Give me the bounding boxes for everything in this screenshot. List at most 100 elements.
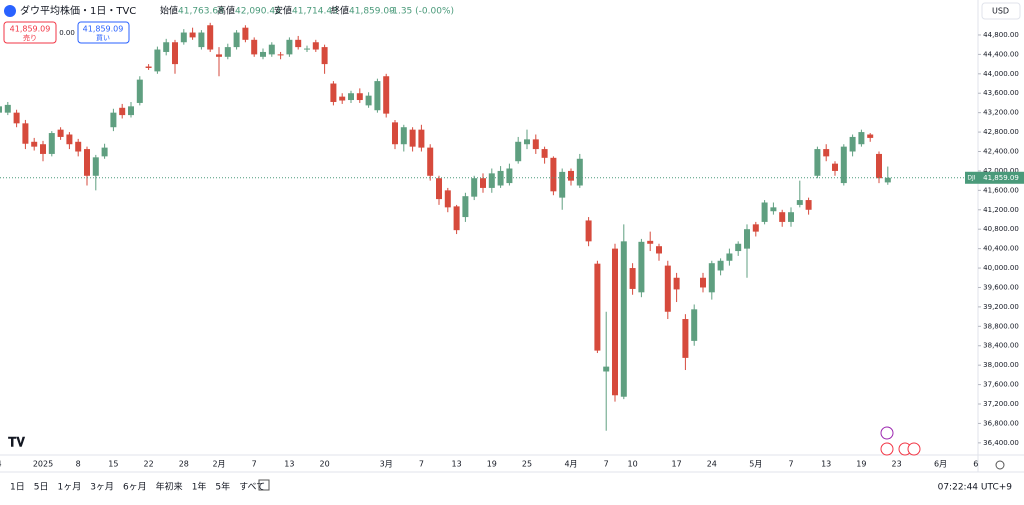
spread: 0.00: [59, 29, 75, 37]
x-tick-label: 7: [788, 460, 793, 469]
candle-body: [620, 241, 627, 397]
candle-body: [867, 134, 874, 138]
settings-icon[interactable]: [995, 460, 1005, 470]
event-icon[interactable]: [880, 442, 894, 456]
x-tick-label: 4月: [564, 460, 577, 469]
candle-body: [647, 240, 654, 244]
candle-body: [779, 212, 786, 222]
buy-label: 買い: [96, 34, 110, 42]
candle-body: [541, 149, 548, 158]
candle-body: [304, 48, 310, 50]
candle-body: [708, 263, 715, 293]
candle-body: [400, 127, 407, 145]
candle-body: [295, 39, 302, 48]
candle-body: [198, 32, 205, 48]
candle-body: [471, 178, 478, 197]
candle-body: [251, 39, 258, 55]
x-tick-label: 6: [973, 460, 978, 469]
x-tick-label: 8: [76, 460, 81, 469]
y-tick-label: 42,800.00: [983, 128, 1019, 136]
y-tick-label: 44,400.00: [983, 50, 1019, 58]
candle-body: [550, 157, 557, 192]
candle-body: [664, 265, 671, 312]
candle-body: [506, 168, 513, 184]
candle-body: [629, 268, 636, 289]
buy-button[interactable]: [77, 21, 130, 44]
candle-body: [31, 141, 38, 147]
candle-body: [119, 107, 126, 116]
candle-body: [48, 133, 55, 154]
candle-body: [286, 39, 293, 55]
range-button[interactable]: 年初来: [156, 481, 183, 493]
change-value: -1.35 (-0.00%): [389, 7, 454, 17]
candle-body: [233, 32, 240, 48]
low-label: 安値: [274, 5, 292, 17]
candle-body: [603, 366, 610, 372]
candle-body: [392, 122, 398, 145]
candle-body: [876, 153, 882, 179]
y-tick-label: 38,400.00: [983, 342, 1019, 350]
currency-button[interactable]: [981, 2, 1021, 20]
range-button[interactable]: 1ヶ月: [57, 482, 81, 493]
range-button[interactable]: 6ヶ月: [123, 482, 147, 493]
y-tick-label: 37,600.00: [983, 381, 1019, 389]
event-icon[interactable]: [880, 426, 894, 440]
candle-body: [700, 277, 706, 288]
sell-label: 売り: [23, 33, 37, 42]
y-tick-label: 36,400.00: [983, 439, 1019, 447]
y-tick-label: 42,400.00: [983, 148, 1019, 156]
candle-body: [691, 309, 698, 341]
candle-body: [656, 246, 662, 254]
calendar-icon[interactable]: [258, 479, 270, 491]
candle-body: [515, 141, 522, 162]
candle-body: [339, 96, 346, 101]
range-button[interactable]: 3ヶ月: [90, 482, 114, 493]
range-button[interactable]: すべて: [239, 482, 265, 493]
x-tick-label: 19: [856, 460, 866, 469]
x-tick-label: 28: [179, 460, 189, 469]
candle-body: [568, 170, 574, 181]
candle-body: [40, 144, 46, 154]
symbol-title[interactable]: ダウ平均株価・1日・TVC: [20, 4, 136, 17]
range-button[interactable]: 5年: [215, 481, 230, 493]
y-tick-label: 39,600.00: [983, 283, 1019, 291]
y-tick-label: 39,200.00: [983, 303, 1019, 311]
tv-logo: 𝐓𝐕: [8, 436, 25, 451]
x-tick-label: 19: [487, 460, 497, 469]
x-tick-label: 20: [320, 460, 330, 469]
candle-body: [770, 207, 777, 212]
y-tick-label: 41,600.00: [983, 186, 1019, 194]
candle-body: [348, 93, 354, 101]
event-icon[interactable]: [907, 442, 921, 456]
candle-body: [832, 163, 838, 171]
x-tick-label: 2025: [33, 460, 53, 469]
candle-body: [154, 49, 161, 72]
candle-body: [840, 146, 847, 184]
candle-body: [462, 196, 469, 218]
range-button[interactable]: 5日: [34, 482, 49, 493]
candle-body: [374, 81, 381, 111]
y-tick-label: 38,000.00: [983, 361, 1019, 369]
x-tick-label: 4: [0, 460, 2, 469]
close-value: 41,859.09: [349, 7, 395, 17]
candle-body: [735, 243, 742, 252]
candle-body: [673, 277, 680, 290]
candle-body: [418, 129, 425, 148]
x-tick-label: 7: [419, 460, 424, 469]
range-button[interactable]: 1年: [192, 481, 207, 493]
buy-price: 41,859.09: [83, 25, 124, 34]
range-button[interactable]: 1日: [10, 482, 25, 493]
y-tick-label: 37,200.00: [983, 400, 1019, 408]
candle-body: [145, 66, 152, 68]
sell-button[interactable]: [3, 21, 57, 44]
y-tick-label: 41,200.00: [983, 206, 1019, 214]
candle-body: [242, 27, 249, 40]
candle-body: [497, 170, 504, 186]
candle-body: [57, 129, 64, 137]
candle-body: [427, 147, 434, 176]
y-tick-label: 44,000.00: [983, 70, 1019, 78]
candle-body: [524, 139, 530, 145]
candle-body: [823, 149, 830, 157]
